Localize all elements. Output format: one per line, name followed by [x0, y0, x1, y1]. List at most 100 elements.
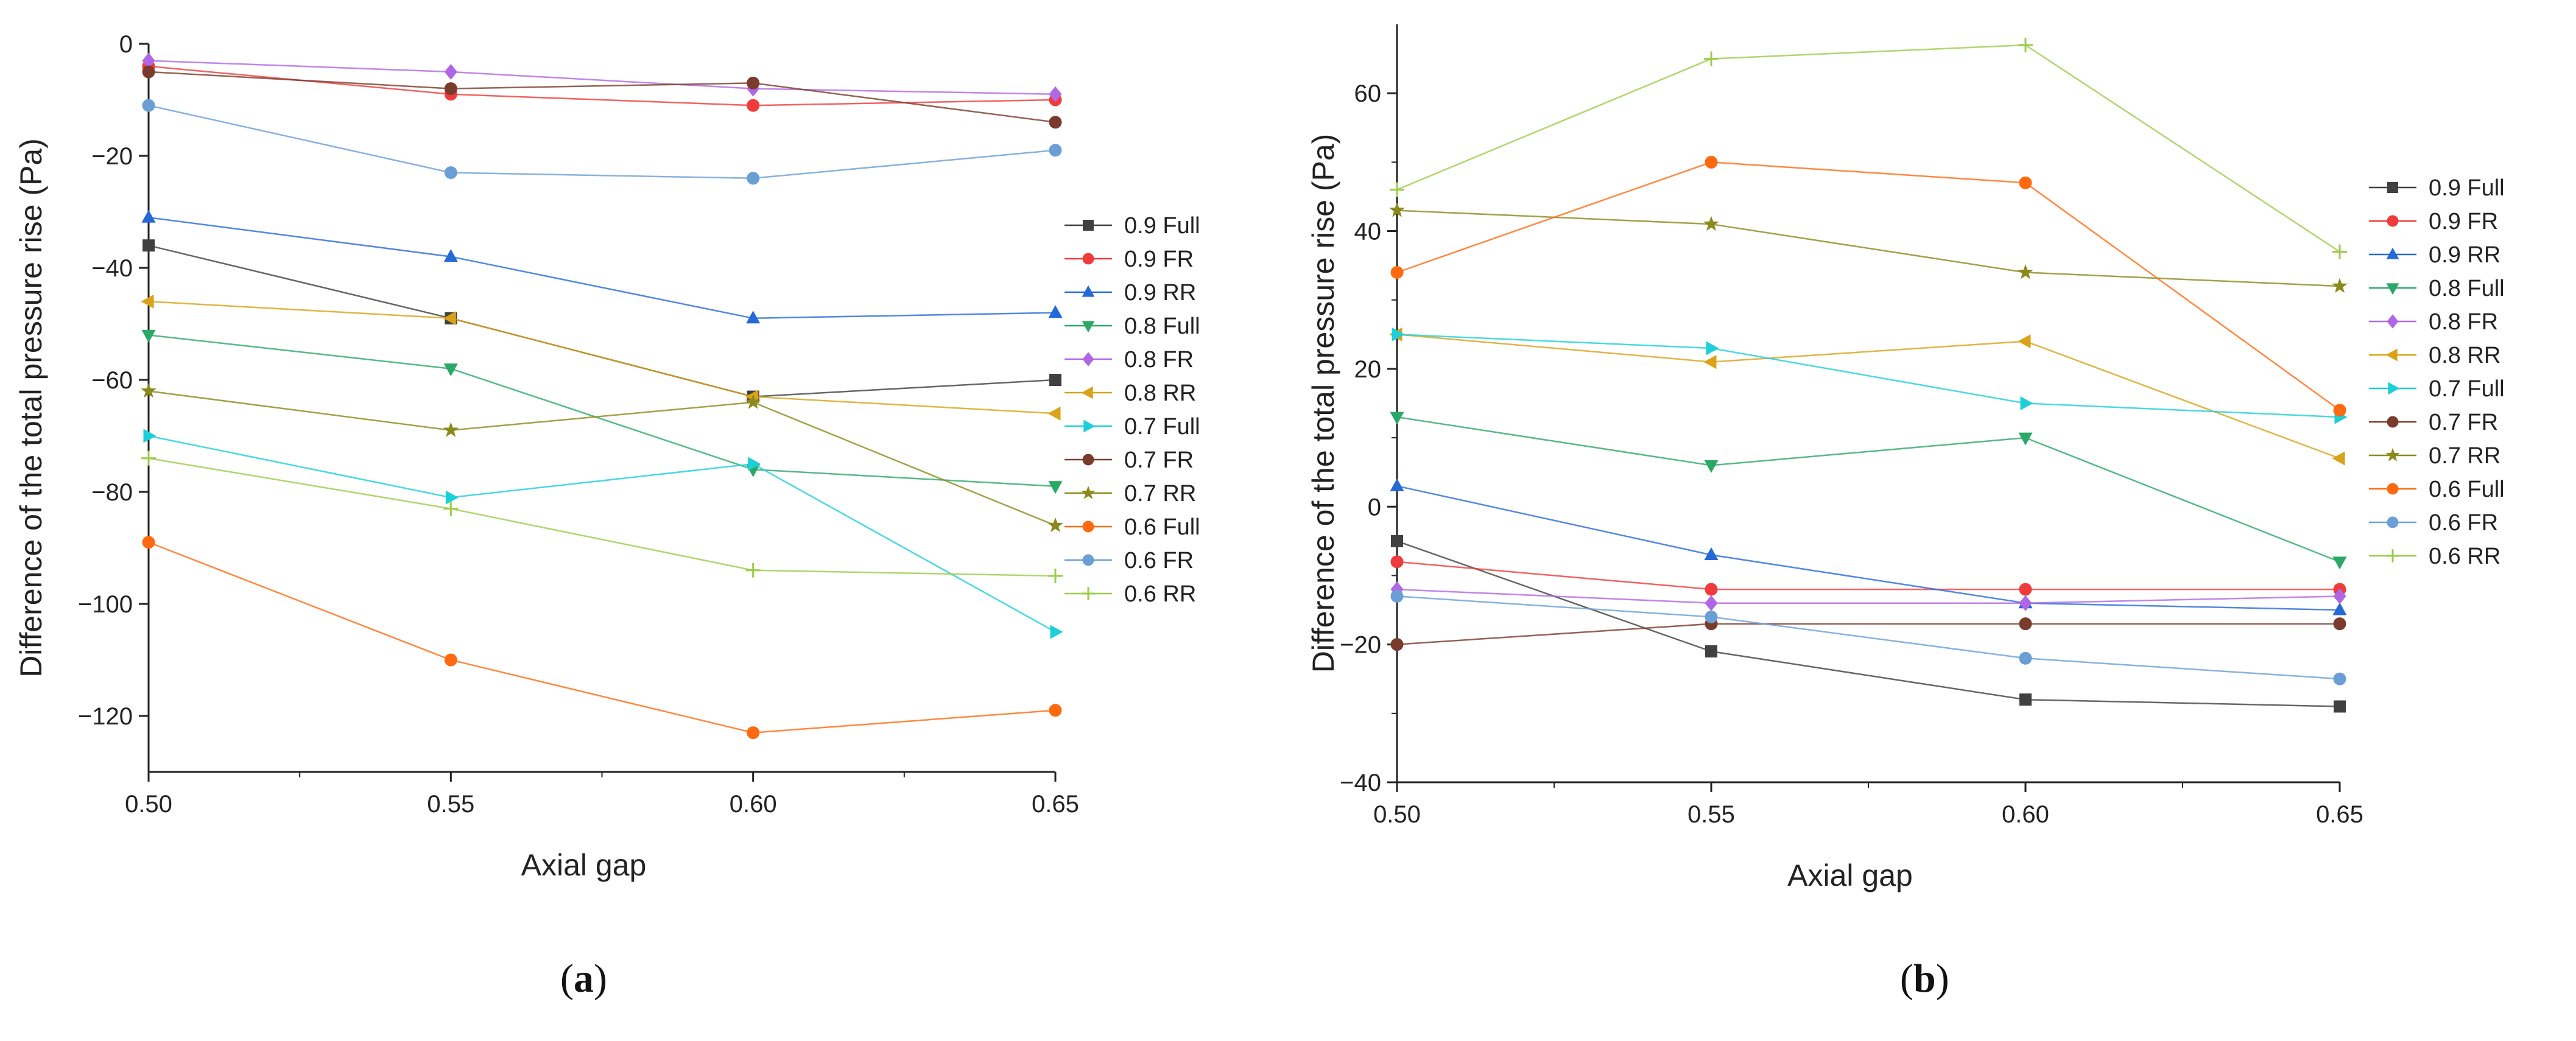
- legend-marker: [1081, 485, 1096, 499]
- series-line-0-8-rr: [1396, 334, 2340, 460]
- series-0-7-rr: [141, 382, 1063, 533]
- data-point-0-7-fr: [2019, 617, 2032, 631]
- legend-item-0-7-fr: 0.7 FR: [2369, 410, 2498, 435]
- legend-item-0-9-full: 0.9 Full: [2369, 175, 2505, 201]
- data-point-0-7-full: [445, 490, 459, 505]
- legend-item-0-8-fr: 0.8 FR: [1065, 347, 1194, 373]
- data-point-0-6-fr: [1049, 144, 1062, 157]
- data-point-0-6-rr: [2018, 37, 2033, 52]
- y-tick-label: 0: [119, 31, 133, 58]
- legend-label: 0.9 RR: [1124, 280, 1196, 306]
- data-point-0-9-full: [1391, 535, 1403, 547]
- data-point-0-7-full: [143, 429, 157, 443]
- data-point-0-8-fr: [1049, 86, 1062, 102]
- legend-marker: [2387, 314, 2399, 329]
- data-point-0-6-rr: [443, 501, 459, 516]
- series-0-7-fr: [142, 65, 1062, 129]
- series-line-0-9-rr: [148, 216, 1056, 320]
- legend-item-0-9-fr: 0.9 FR: [2369, 209, 2498, 234]
- legend-marker: [2387, 483, 2399, 495]
- legend: 0.9 Full 0.9 FR 0.9 RR 0.8 Full 0.8 FR 0.8 RR…: [1065, 213, 1200, 607]
- data-point-0-9-full: [1705, 645, 1717, 657]
- data-point-0-6-rr: [2332, 244, 2347, 259]
- data-point-0-7-fr: [1049, 116, 1062, 129]
- y-tick-label: −100: [78, 591, 133, 618]
- legend: 0.9 Full 0.9 FR 0.9 RR 0.8 Full 0.8 FR 0.8 RR…: [2369, 175, 2505, 569]
- series-0-8-full: [1390, 412, 2347, 570]
- legend-label: 0.7 Full: [2429, 376, 2505, 402]
- x-axis-title: Axial gap: [1787, 858, 1913, 892]
- legend-marker: [1082, 352, 1094, 366]
- legend-marker: [1083, 220, 1094, 231]
- series-line-0-6-rr: [148, 457, 1056, 577]
- legend-item-0-7-fr: 0.7 FR: [1065, 447, 1194, 473]
- data-point-0-9-rr: [141, 209, 156, 223]
- legend-marker: [2387, 416, 2399, 428]
- data-point-0-7-rr: [443, 422, 459, 437]
- data-point-0-6-full: [1705, 155, 1718, 169]
- y-tick-label: 0: [1368, 494, 1381, 520]
- data-point-0-7-fr: [142, 65, 155, 79]
- data-point-0-8-rr: [2332, 451, 2345, 466]
- data-point-0-9-full: [2019, 693, 2032, 706]
- series-0-9-full: [143, 239, 1061, 403]
- legend-item-0-7-full: 0.7 Full: [1065, 414, 1200, 440]
- legend-item-0-6-rr: 0.6 RR: [1065, 581, 1196, 607]
- series-line-0-9-full: [148, 244, 1056, 398]
- y-tick-label: −80: [91, 479, 133, 506]
- legend-label: 0.6 FR: [2429, 510, 2498, 536]
- legend-marker: [1082, 454, 1094, 466]
- legend-marker: [2385, 447, 2400, 461]
- data-point-0-6-rr: [1048, 569, 1063, 583]
- legend-label: 0.9 FR: [2429, 209, 2498, 234]
- data-point-0-6-full: [1390, 265, 1404, 279]
- legend-item-0-8-full: 0.8 Full: [1065, 314, 1200, 339]
- x-tick-label: 0.60: [2002, 801, 2049, 828]
- data-point-0-6-fr: [747, 172, 760, 185]
- data-point-0-8-full: [141, 329, 156, 343]
- series-0-7-full: [143, 429, 1063, 639]
- series-0-6-full: [142, 536, 1062, 740]
- series-0-6-fr: [142, 99, 1062, 185]
- y-tick-label: 20: [1354, 356, 1382, 383]
- data-point-0-9-fr: [1705, 583, 1718, 596]
- series-0-9-rr: [141, 209, 1063, 324]
- data-point-0-6-rr: [1390, 182, 1404, 197]
- data-point-0-6-full: [747, 726, 760, 740]
- legend-marker: [1081, 386, 1093, 399]
- legend-label: 0.7 FR: [1124, 447, 1194, 473]
- legend-item-0-6-rr: 0.6 RR: [2369, 544, 2500, 569]
- data-point-0-8-full: [1390, 412, 1404, 425]
- legend-marker: [1082, 554, 1094, 566]
- y-tick-label: −40: [1340, 769, 1381, 796]
- x-axis-title: Axial gap: [521, 848, 647, 882]
- data-point-0-6-full: [2333, 404, 2346, 417]
- legend-item-0-7-rr: 0.7 RR: [1065, 481, 1196, 506]
- legend-label: 0.9 RR: [2429, 242, 2500, 268]
- data-point-0-9-rr: [443, 249, 458, 262]
- legend-marker: [1083, 419, 1096, 433]
- legend-item-0-9-rr: 0.9 RR: [2369, 242, 2500, 268]
- data-point-0-9-full: [1049, 374, 1061, 386]
- chart-b: 60 40 20 0 −20 −40 0.50 0.55 0.60 0.65 Axial gap Di…: [1309, 24, 2505, 892]
- data-point-0-9-full: [2334, 700, 2346, 713]
- data-point-0-7-full: [2020, 396, 2033, 410]
- legend-item-0-8-rr: 0.8 RR: [1065, 380, 1196, 406]
- legend-marker: [1082, 587, 1095, 600]
- y-tick-label: −20: [91, 143, 133, 170]
- legend-label: 0.6 Full: [2429, 477, 2505, 502]
- data-point-0-6-fr: [444, 166, 457, 180]
- data-point-0-9-rr: [1048, 305, 1063, 318]
- legend-marker: [1082, 321, 1095, 333]
- series-line-0-7-fr: [148, 71, 1056, 124]
- data-point-0-7-rr: [1047, 517, 1063, 533]
- legend-item-0-9-full: 0.9 Full: [1065, 213, 1200, 239]
- data-point-0-8-rr: [1047, 406, 1061, 421]
- x-tick-label: 0.50: [125, 791, 172, 818]
- series-0-8-rr: [141, 294, 1061, 421]
- y-tick-label: −60: [91, 367, 133, 394]
- legend-marker: [2387, 182, 2398, 193]
- series-0-6-rr: [1390, 37, 2347, 259]
- data-point-0-9-fr: [2019, 583, 2032, 596]
- y-tick-label: −20: [1340, 632, 1381, 659]
